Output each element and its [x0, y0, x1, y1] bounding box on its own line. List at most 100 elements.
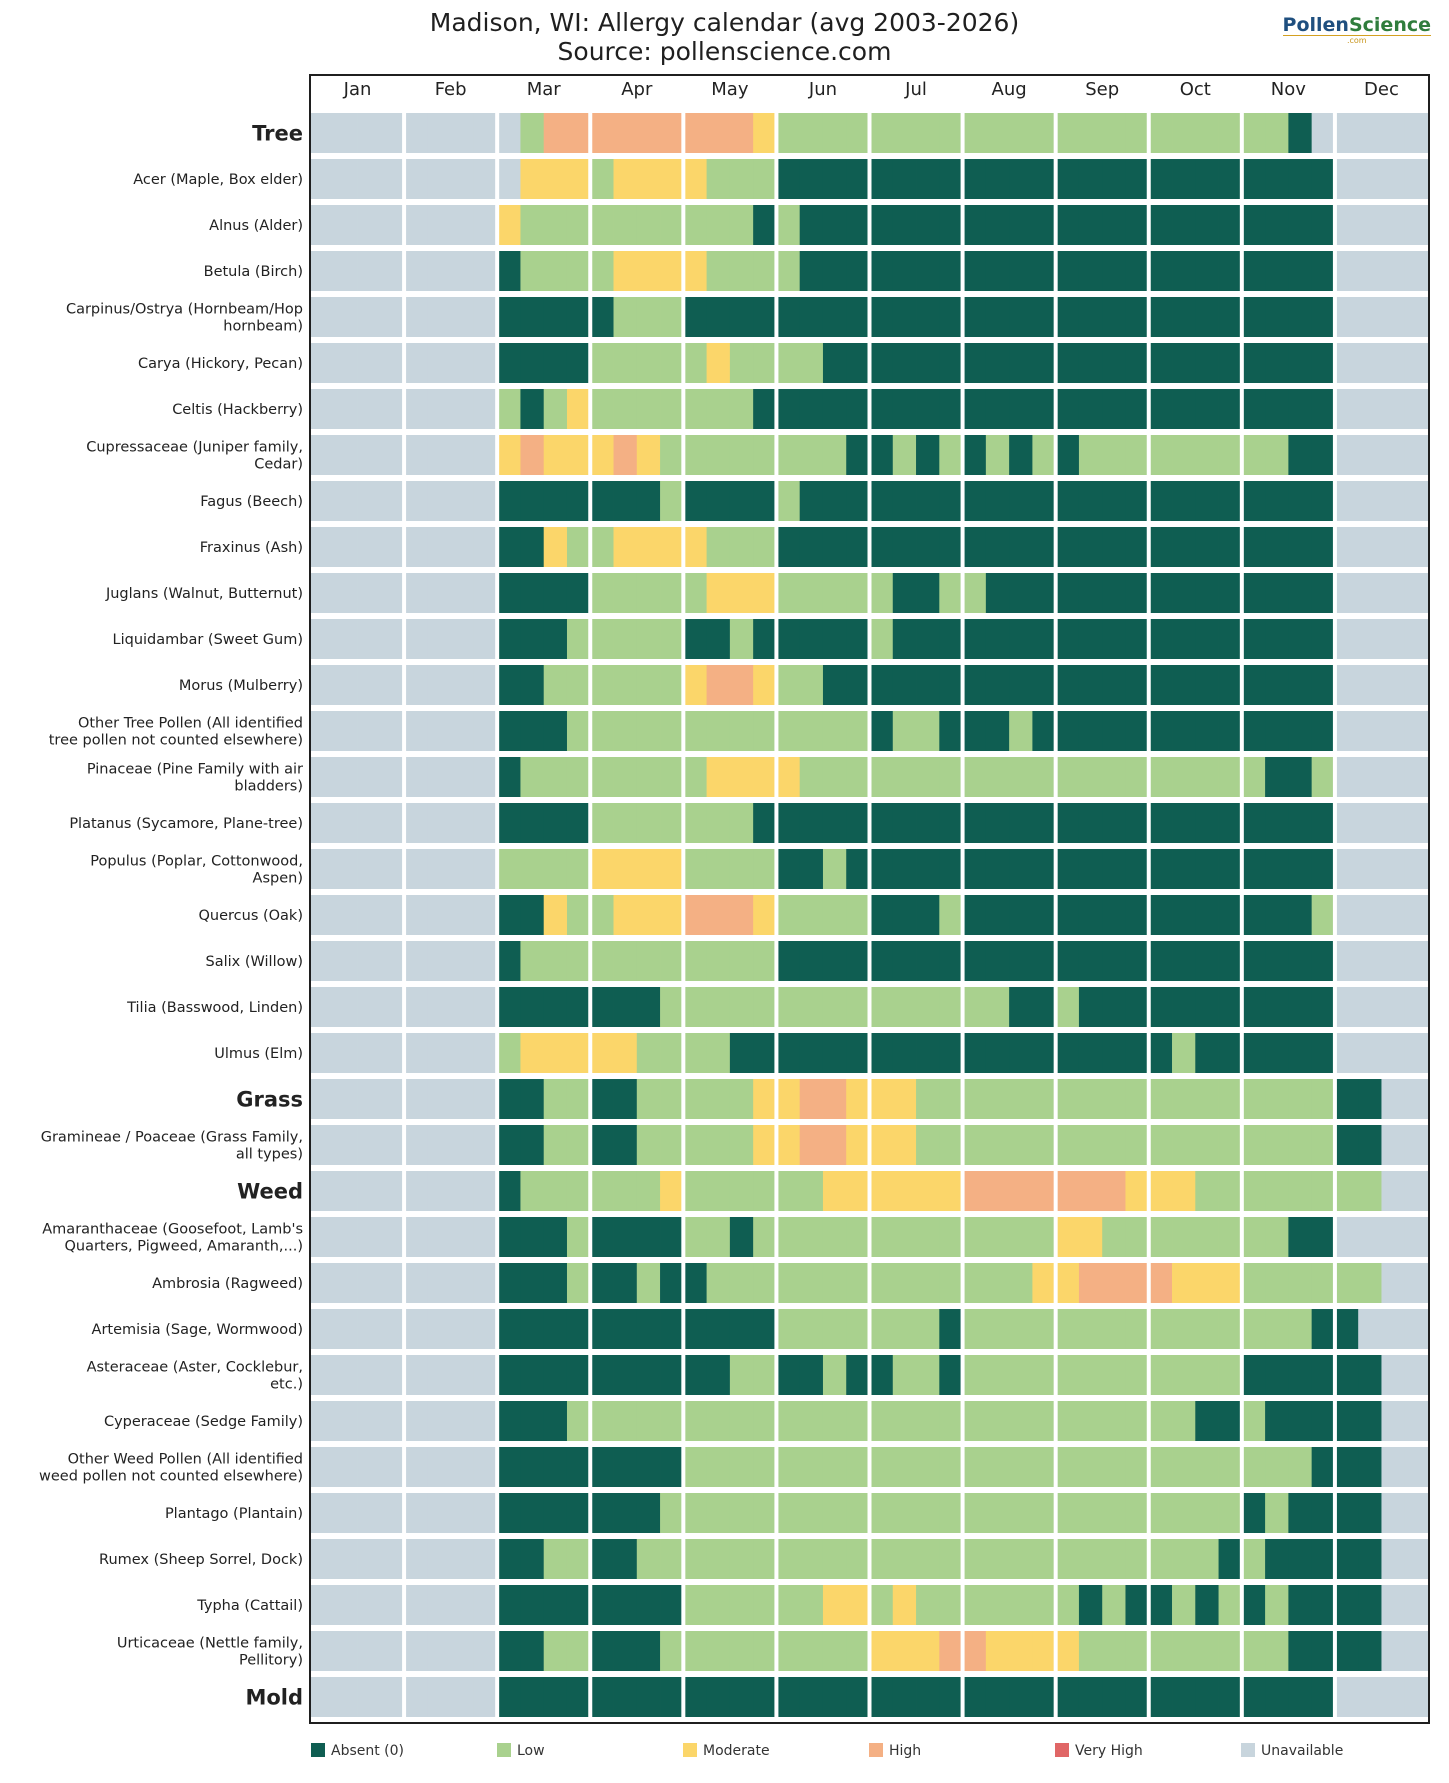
heatmap-cell: [1125, 389, 1150, 429]
heatmap-cell: [822, 573, 847, 613]
heatmap-cell: [892, 1447, 917, 1487]
heatmap-cell: [311, 389, 335, 429]
heatmap-cell: [1241, 1079, 1266, 1119]
heatmap-cell: [636, 343, 661, 383]
heatmap-cell: [1125, 159, 1150, 199]
heatmap-cell: [683, 665, 707, 705]
heatmap-cell: [916, 1493, 940, 1533]
heatmap-cell: [1241, 481, 1266, 521]
heatmap-cell: [939, 573, 963, 613]
logo-suffix: .com: [1282, 35, 1431, 45]
heatmap-cell: [846, 1585, 870, 1625]
heatmap-cell: [334, 665, 358, 705]
heatmap-cell: [753, 1033, 777, 1073]
heatmap-cell: [1102, 1447, 1126, 1487]
heatmap-cell: [427, 1309, 452, 1349]
month-label: Feb: [435, 79, 467, 100]
heatmap-cell: [427, 1079, 452, 1119]
heatmap-cell: [799, 1263, 824, 1303]
heatmap-cell: [729, 1217, 754, 1257]
heatmap-cell: [311, 665, 335, 705]
heatmap-cell: [380, 849, 405, 889]
heatmap-cell: [822, 1631, 847, 1671]
heatmap-cell: [566, 1263, 591, 1303]
heatmap-cell: [916, 1355, 940, 1395]
heatmap-cell: [473, 1079, 498, 1119]
legend-swatch: [683, 1743, 697, 1757]
heatmap-cell: [753, 895, 777, 935]
heatmap-cell: [846, 1401, 870, 1441]
legend-swatch: [497, 1743, 511, 1757]
heatmap-cell: [822, 619, 847, 659]
heatmap-cell: [1172, 343, 1196, 383]
heatmap-cell: [380, 159, 405, 199]
heatmap-cell: [1404, 1263, 1429, 1303]
heatmap-cell: [590, 573, 614, 613]
heatmap-cell: [566, 1631, 591, 1671]
heatmap-cell: [1078, 1539, 1103, 1579]
heatmap-cell: [1334, 113, 1359, 153]
heatmap-cell: [473, 1401, 498, 1441]
heatmap-cell: [1009, 619, 1033, 659]
heatmap-cell: [729, 1171, 754, 1211]
heatmap-cell: [1218, 1631, 1243, 1671]
heatmap-cell: [590, 1079, 614, 1119]
heatmap-cell: [846, 1355, 870, 1395]
heatmap-cell: [1125, 1171, 1150, 1211]
heatmap-cell: [1148, 205, 1173, 245]
heatmap-cell: [543, 757, 568, 797]
heatmap-cell: [869, 1171, 894, 1211]
heatmap-cell: [1125, 1125, 1150, 1165]
heatmap-cell: [916, 1171, 940, 1211]
heatmap-cell: [636, 1539, 661, 1579]
heatmap-cell: [1195, 1493, 1219, 1533]
heatmap-cell: [1311, 1631, 1336, 1671]
heatmap-cell: [404, 849, 428, 889]
heatmap-cell: [1265, 1171, 1289, 1211]
month-label: May: [711, 79, 749, 100]
heatmap-cell: [729, 1079, 754, 1119]
heatmap-cell: [427, 1585, 452, 1625]
heatmap-cell: [1265, 619, 1289, 659]
heatmap-cell: [1032, 573, 1057, 613]
heatmap-cell: [1358, 159, 1382, 199]
heatmap-cell: [706, 1585, 731, 1625]
heatmap-cell: [892, 1263, 917, 1303]
heatmap-cell: [1288, 1217, 1313, 1257]
heatmap-cell: [683, 1309, 707, 1349]
heatmap-cell: [1032, 1309, 1057, 1349]
heatmap-cell: [1334, 159, 1359, 199]
heatmap-cell: [846, 435, 870, 475]
heatmap-cell: [1218, 1263, 1243, 1303]
heatmap-cell: [846, 1309, 870, 1349]
heatmap-cell: [1032, 1585, 1057, 1625]
heatmap-cell: [1172, 711, 1196, 751]
heatmap-cell: [985, 297, 1010, 337]
heatmap-cell: [1334, 343, 1359, 383]
heatmap-cell: [683, 251, 707, 291]
month-label: Dec: [1364, 79, 1399, 100]
heatmap-cell: [1195, 1539, 1219, 1579]
heatmap-cell: [753, 987, 777, 1027]
heatmap-cell: [683, 527, 707, 567]
heatmap-cell: [1241, 941, 1266, 981]
heatmap-cell: [1218, 343, 1243, 383]
heatmap-cell: [311, 803, 335, 843]
heatmap-cell: [776, 343, 801, 383]
heatmap-cell: [497, 435, 521, 475]
heatmap-cell: [1078, 297, 1103, 337]
heatmap-cell: [916, 803, 940, 843]
heatmap-cell: [962, 573, 987, 613]
heatmap-cell: [497, 113, 521, 153]
heatmap-cell: [683, 619, 707, 659]
heatmap-cell: [636, 1401, 661, 1441]
heatmap-cell: [380, 527, 405, 567]
heatmap-cell: [706, 1171, 731, 1211]
heatmap-cell: [729, 1493, 754, 1533]
row-label: Pinaceae (Pine Family with air bladders): [87, 762, 303, 795]
heatmap-cell: [497, 159, 521, 199]
heatmap-cell: [1241, 159, 1266, 199]
heatmap-cell: [846, 1677, 870, 1717]
heatmap-cell: [357, 251, 382, 291]
heatmap-cell: [916, 527, 940, 567]
